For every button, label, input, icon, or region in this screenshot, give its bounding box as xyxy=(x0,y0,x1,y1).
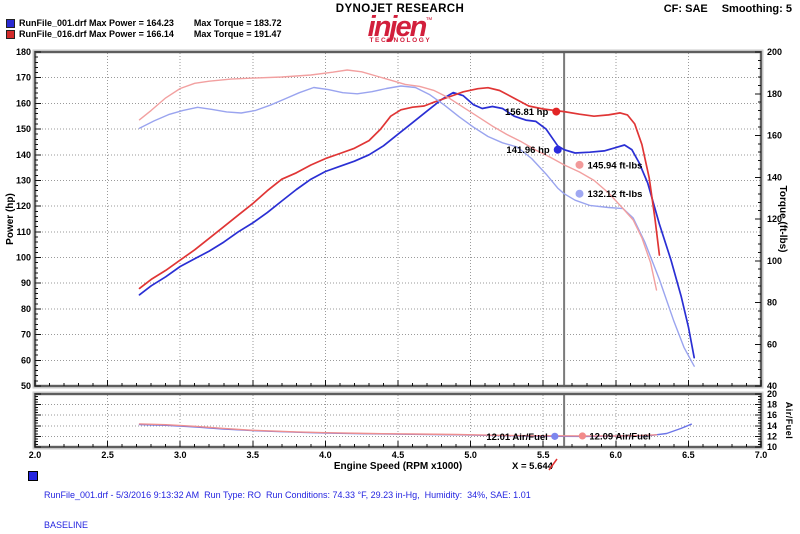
cursor-readout-mark xyxy=(548,458,558,471)
cursor-dot-af xyxy=(578,432,587,440)
power-tick-label: 130 xyxy=(16,175,31,185)
rpm-tick-label: 4.5 xyxy=(392,450,405,460)
injen-wordmark: injen xyxy=(367,11,428,43)
torque-tick-label: 40 xyxy=(767,381,777,391)
torque-tick-label: 100 xyxy=(767,256,782,266)
rpm-tick-label: 5.5 xyxy=(537,450,550,460)
curve-run16-torque xyxy=(138,69,658,291)
rpm-tick-label: 4.0 xyxy=(319,450,332,460)
legend-run2-torque: Max Torque = 191.47 xyxy=(193,29,282,39)
injen-technology-label: TECHNOLOGY xyxy=(369,37,432,44)
page-title: DYNOJET RESEARCH xyxy=(335,3,465,15)
curve-run1-power xyxy=(138,91,696,359)
power-tick-label: 70 xyxy=(21,330,31,340)
rpm-tick-label: 2.5 xyxy=(101,450,114,460)
cursor-value-label: 141.96 hp xyxy=(506,145,549,156)
legend-run1-text: RunFile_001.drf Max Power = 164.23 Max To… xyxy=(19,18,281,28)
af-plot-outer xyxy=(32,391,764,450)
run1-conditions: RunFile_001.drf - 5/3/2016 9:13:32 AM Ru… xyxy=(44,490,531,500)
rpm-tick-label: 6.0 xyxy=(610,450,623,460)
cursor-dot xyxy=(552,107,561,116)
torque-tick-label: 120 xyxy=(767,214,782,224)
run-details: RunFile_001.drf - 5/3/2016 9:13:32 AM Ru… xyxy=(28,470,536,534)
legend-run-2: RunFile_016.drf Max Power = 166.14 Max To… xyxy=(6,29,281,39)
legend-run1-power: Max Power = 164.23 xyxy=(89,18,174,28)
correction-smoothing-label: CF: SAE Smoothing: 5 xyxy=(664,3,792,15)
cursor-dot xyxy=(575,189,584,198)
cursor-dot xyxy=(575,160,584,169)
af-tick-label: 14 xyxy=(767,421,777,431)
legend-swatch-run1 xyxy=(6,18,15,28)
rpm-tick-label: 3.5 xyxy=(247,450,260,460)
legend-run2-power: Max Power = 166.14 xyxy=(89,29,174,39)
power-tick-label: 120 xyxy=(16,201,31,211)
power-tick-label: 80 xyxy=(21,304,31,314)
curve-run16-power xyxy=(138,86,661,290)
power-tick-label: 100 xyxy=(16,253,31,263)
af-tick-label: 16 xyxy=(767,410,777,420)
rpm-tick-label: 7.0 xyxy=(755,450,768,460)
cursor-value-label: 156.81 hp xyxy=(505,107,548,118)
power-tick-label: 170 xyxy=(16,73,31,83)
legend-run2-file: RunFile_016.drf xyxy=(19,29,87,39)
power-tick-label: 150 xyxy=(16,124,31,134)
torque-tick-label: 200 xyxy=(767,47,782,57)
run1-label: BASELINE xyxy=(44,520,89,530)
cursor-value-label-af: 12.01 Air/Fuel xyxy=(486,432,547,443)
torque-axis-title: Torque (ft-lbs) xyxy=(777,185,788,252)
rpm-tick-label: 5.0 xyxy=(464,450,477,460)
trademark-icon: ™ xyxy=(425,17,433,24)
af-tick-label: 18 xyxy=(767,400,777,410)
torque-tick-label: 60 xyxy=(767,339,777,349)
cursor-dot-af xyxy=(551,432,559,440)
power-tick-label: 90 xyxy=(21,278,31,288)
run1-swatch xyxy=(28,471,38,481)
power-axis-title: Power (hp) xyxy=(5,193,16,245)
x-axis-title: Engine Speed (RPM x1000) xyxy=(334,461,462,472)
torque-tick-label: 180 xyxy=(767,89,782,99)
cursor-value-label: 145.94 ft-lbs xyxy=(588,160,643,171)
main-plot-outer xyxy=(32,49,764,389)
power-tick-label: 60 xyxy=(21,355,31,365)
af-axis-title: Air/Fuel xyxy=(784,402,794,440)
run-detail-1: RunFile_001.drf - 5/3/2016 9:13:32 AM Ru… xyxy=(28,470,536,534)
power-tick-label: 180 xyxy=(16,47,31,57)
curve-run1-torque xyxy=(138,85,695,367)
power-tick-label: 50 xyxy=(21,381,31,391)
legend-run2-text: RunFile_016.drf Max Power = 166.14 Max To… xyxy=(19,29,281,39)
rpm-tick-label: 2.0 xyxy=(29,450,42,460)
af-tick-label: 12 xyxy=(767,431,777,441)
rpm-tick-label: 6.5 xyxy=(682,450,695,460)
cf-value: CF: SAE xyxy=(663,3,708,15)
injen-logo: injen™ TECHNOLOGY xyxy=(368,13,433,45)
rpm-tick-label: 3.0 xyxy=(174,450,187,460)
curve-run16-af xyxy=(138,423,658,437)
torque-tick-label: 80 xyxy=(767,298,777,308)
af-tick-label: 20 xyxy=(767,389,777,399)
power-tick-label: 110 xyxy=(16,227,31,237)
legend-swatch-run2 xyxy=(6,29,15,39)
legend-run1-file: RunFile_001.drf xyxy=(19,18,87,28)
cursor-dot xyxy=(553,145,562,154)
af-tick-label: 10 xyxy=(767,442,777,452)
graph-legend: RunFile_001.drf Max Power = 164.23 Max To… xyxy=(6,18,281,40)
cursor-value-label: 132.12 ft-lbs xyxy=(588,189,643,200)
cursor-readout: X = 5.644 xyxy=(512,461,554,472)
power-tick-label: 160 xyxy=(16,98,31,108)
run1-info: RunFile_001.drf - 5/3/2016 9:13:32 AM Ru… xyxy=(44,470,531,534)
power-tick-label: 140 xyxy=(16,150,31,160)
cursor-value-label-af: 12.09 Air/Fuel xyxy=(589,431,650,442)
smoothing-value: Smoothing: 5 xyxy=(721,3,792,15)
torque-tick-label: 160 xyxy=(767,131,782,141)
legend-run1-torque: Max Torque = 183.72 xyxy=(193,18,282,28)
legend-run-1: RunFile_001.drf Max Power = 164.23 Max To… xyxy=(6,18,281,28)
torque-tick-label: 140 xyxy=(767,172,782,182)
